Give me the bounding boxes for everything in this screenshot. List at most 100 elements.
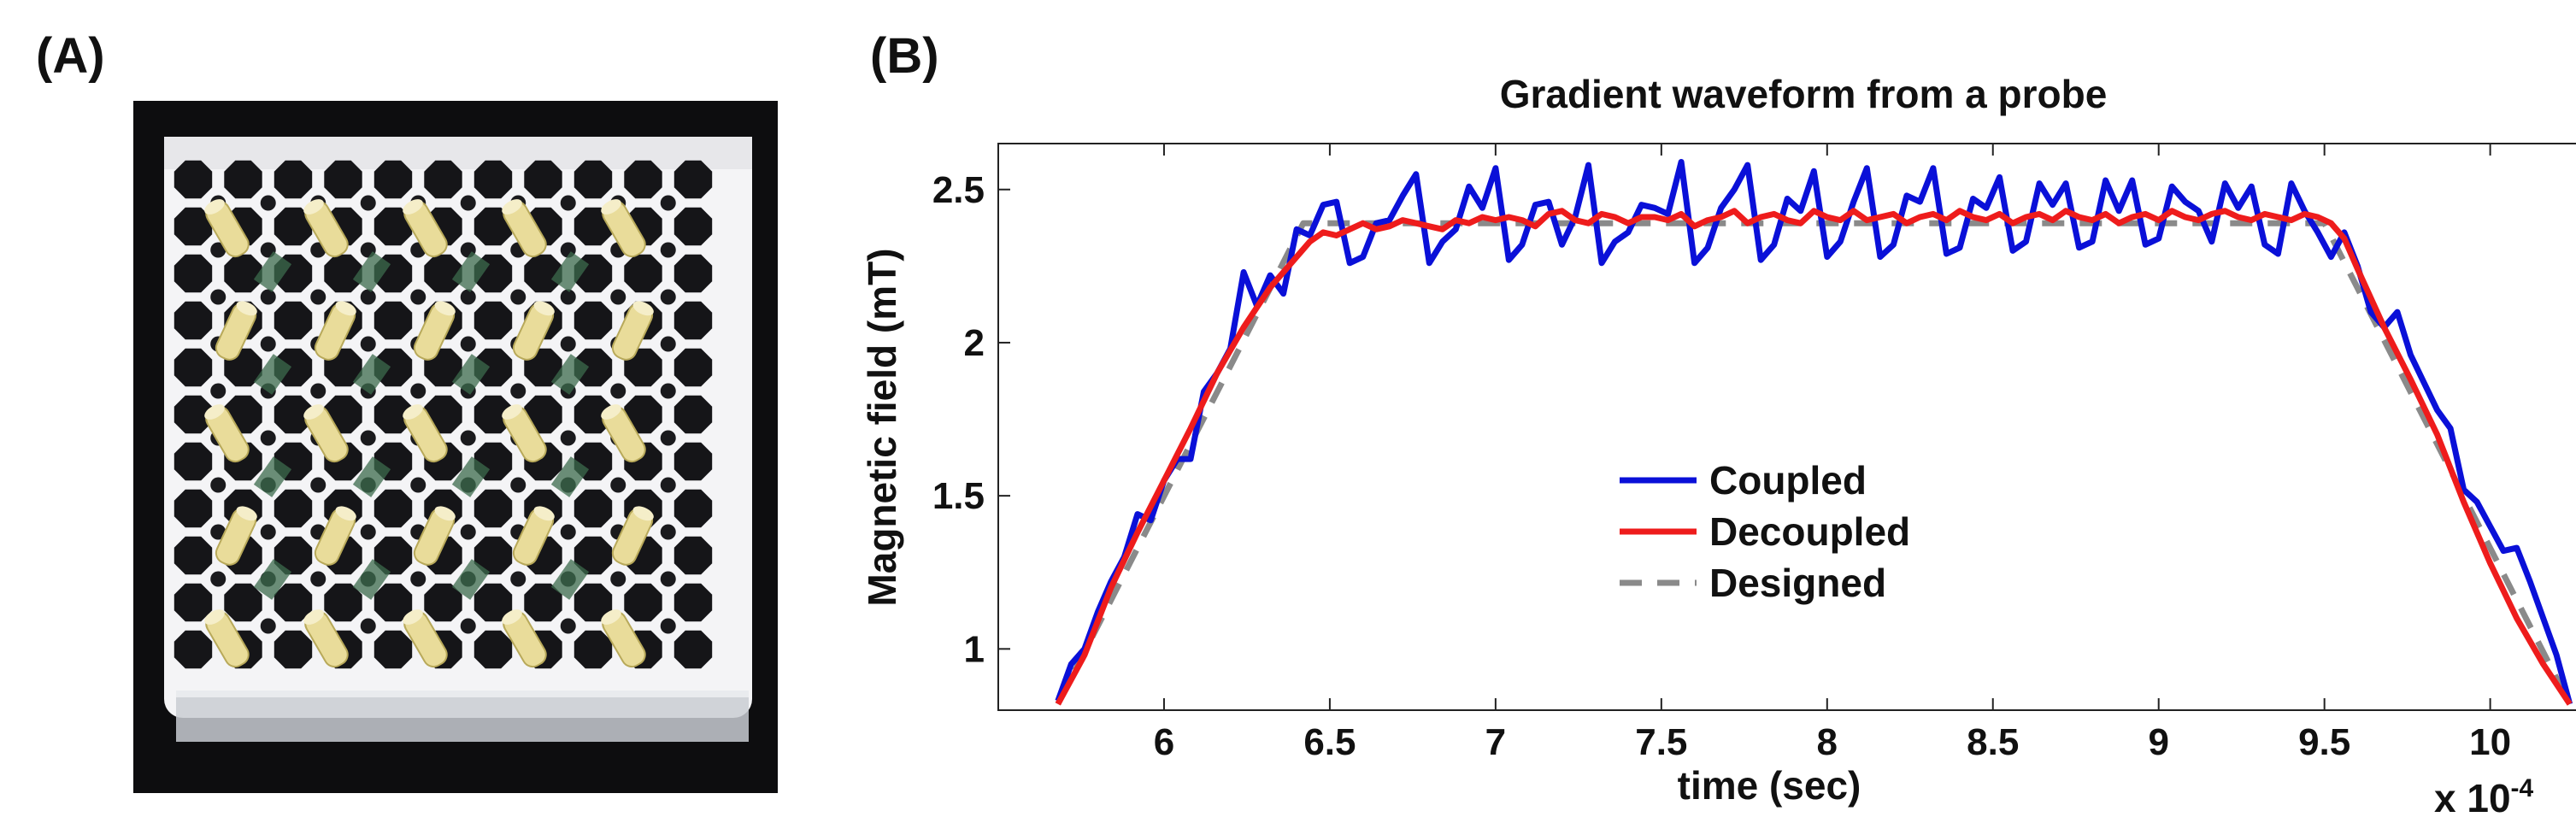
lattice-hole xyxy=(524,160,562,199)
lattice-hole xyxy=(473,630,513,669)
series-line-coupled xyxy=(1055,159,2573,705)
lattice-hole xyxy=(373,348,413,387)
lattice-hole xyxy=(273,160,313,199)
lattice-hole-small xyxy=(510,477,526,493)
legend-label-designed: Designed xyxy=(1709,561,1886,605)
acrylic-base xyxy=(176,691,749,742)
legend-label-decoupled: Decoupled xyxy=(1709,509,1910,554)
probe-array-photo xyxy=(133,101,778,793)
lattice-hole-small xyxy=(510,289,526,305)
y-tick-label: 1.5 xyxy=(932,475,985,517)
lattice-hole-small xyxy=(310,571,326,587)
lattice-hole xyxy=(173,160,213,199)
probe-tube xyxy=(215,506,257,566)
probe-tube xyxy=(303,199,349,258)
probe-tube xyxy=(502,404,547,463)
y-tick-label: 2.5 xyxy=(932,169,985,211)
lattice-hole xyxy=(524,583,562,622)
probe-tube xyxy=(204,404,250,463)
lattice-hole xyxy=(573,583,613,622)
lattice-hole xyxy=(424,160,462,199)
lattice-hole xyxy=(424,583,462,622)
lattice-hole xyxy=(673,536,713,575)
lattice-hole xyxy=(173,348,213,387)
lattice-hole xyxy=(673,160,713,199)
circuit-board xyxy=(352,251,391,292)
lattice-hole-small xyxy=(560,430,576,446)
lattice-hole-small xyxy=(360,618,376,634)
series-line-designed xyxy=(1055,220,2573,706)
lattice-hole xyxy=(224,254,262,293)
y-axis-title: Magnetic field (mT) xyxy=(860,248,904,606)
lattice-hole-small xyxy=(610,383,626,399)
lattice-hole xyxy=(673,442,713,481)
lattice-hole-small xyxy=(360,289,376,305)
series-line-decoupled xyxy=(1055,208,2573,706)
lattice-hole xyxy=(673,583,713,622)
probe-tube xyxy=(215,301,257,361)
lattice-hole xyxy=(624,583,662,622)
lattice-hole-small xyxy=(560,289,576,305)
acrylic-base-edge xyxy=(176,691,749,697)
lattice-hole-small xyxy=(410,289,426,305)
circuit-board xyxy=(253,251,292,292)
x-tick-label: 9.5 xyxy=(2298,721,2350,763)
lattice-hole-small xyxy=(210,289,226,305)
probe-tube xyxy=(204,609,250,668)
circuit-board xyxy=(352,559,391,600)
lattice-hole xyxy=(573,489,613,528)
x-tick-label: 7 xyxy=(1485,721,1506,763)
circuit-board xyxy=(352,354,391,395)
axis-ticks: 6 6.5 7 7.5 8 8.5 9 9.5 10 1 1.5 2 2.5 xyxy=(932,144,2511,763)
circuit-board xyxy=(550,559,590,600)
lattice-hole xyxy=(373,583,413,622)
lattice-hole xyxy=(373,395,413,434)
lattice-hole xyxy=(673,207,713,246)
lattice-hole xyxy=(273,207,313,246)
legend: Coupled Decoupled Designed xyxy=(1620,458,1910,605)
lattice-hole-small xyxy=(260,618,276,634)
y-tick-label: 1 xyxy=(964,628,985,670)
probe-tube xyxy=(403,404,448,463)
x-tick-label: 9 xyxy=(2148,721,2168,763)
plot-area xyxy=(997,143,2576,711)
lattice-hole xyxy=(524,254,562,293)
x-tick-label: 10 xyxy=(2469,721,2511,763)
lattice-hole-small xyxy=(510,571,526,587)
lattice-hole xyxy=(673,301,713,340)
lattice-hole-small xyxy=(360,195,376,211)
probe-tube xyxy=(512,301,555,361)
lattice-hole-small xyxy=(460,430,476,446)
circuit-board xyxy=(451,456,491,497)
lattice-hole xyxy=(373,160,413,199)
lattice-hole-small xyxy=(560,618,576,634)
lattice-hole xyxy=(673,395,713,434)
lattice-hole xyxy=(273,583,313,622)
circuit-board xyxy=(253,354,292,395)
lattice-hole xyxy=(173,395,213,434)
lattice-hole xyxy=(624,160,662,199)
lattice-hole-small xyxy=(260,430,276,446)
probe-tube xyxy=(303,609,349,668)
lattice-hole xyxy=(673,348,713,387)
lattice-hole-small xyxy=(610,289,626,305)
lattice-hole xyxy=(173,207,213,246)
lattice-hole xyxy=(273,630,313,669)
lattice-hole-small xyxy=(260,289,276,305)
lattice-hole xyxy=(473,489,513,528)
series-layer xyxy=(1055,159,2573,706)
lattice-hole-small xyxy=(660,383,676,399)
lattice-hole-small xyxy=(260,336,276,352)
lattice-hole xyxy=(473,348,513,387)
lattice-hole xyxy=(373,301,413,340)
lattice-hole-small xyxy=(410,477,426,493)
lattice-hole-small xyxy=(660,195,676,211)
lattice-hole-small xyxy=(260,524,276,540)
circuit-board xyxy=(451,354,491,395)
lattice-hole-small xyxy=(210,383,226,399)
lattice-hole xyxy=(173,536,213,575)
probe-tube xyxy=(403,199,448,258)
lattice-hole xyxy=(173,254,213,293)
lattice-hole-small xyxy=(310,477,326,493)
lattice-hole-small xyxy=(660,524,676,540)
